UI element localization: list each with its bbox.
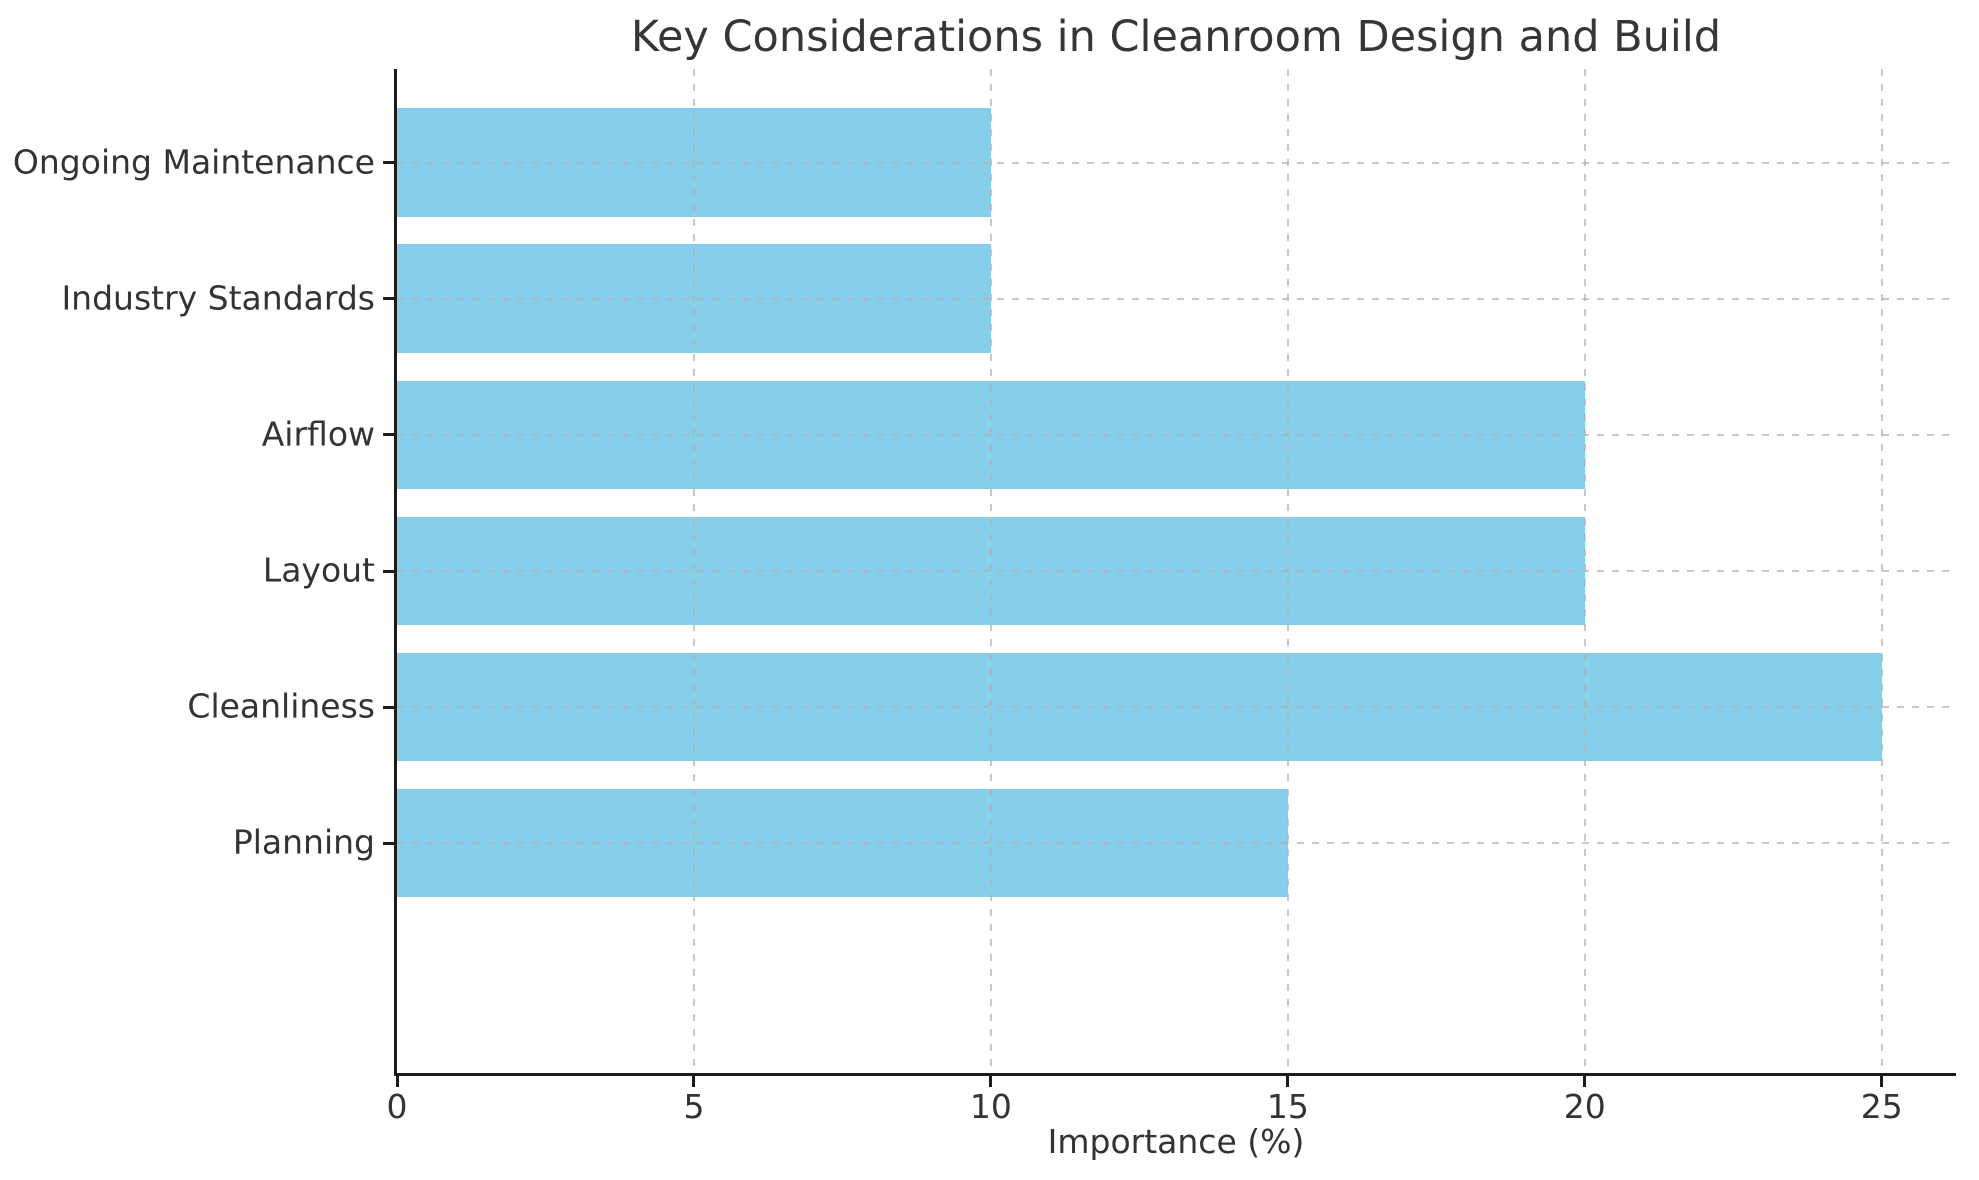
- x-tick-mark: [989, 1076, 993, 1087]
- gridline-vertical: [692, 69, 695, 1073]
- gridline-vertical: [989, 69, 992, 1073]
- y-tick-mark: [383, 433, 394, 437]
- category-label: Airflow: [261, 414, 375, 454]
- y-tick-mark: [383, 705, 394, 709]
- category-label: Planning: [232, 822, 375, 862]
- gridline-vertical: [1880, 69, 1883, 1073]
- y-tick-mark: [383, 841, 394, 845]
- x-tick-mark: [1583, 1076, 1587, 1087]
- gridline-horizontal: [397, 706, 1956, 709]
- y-tick-mark: [383, 297, 394, 301]
- x-tick-mark: [1286, 1076, 1290, 1087]
- chart-title: Key Considerations in Cleanroom Design a…: [630, 12, 1722, 62]
- gridline-horizontal: [397, 433, 1956, 436]
- x-tick-mark: [1880, 1076, 1884, 1087]
- x-tick-label: 0: [386, 1087, 408, 1126]
- gridline-horizontal: [397, 570, 1956, 572]
- y-tick-mark: [383, 161, 394, 165]
- y-axis-spine: [394, 69, 397, 1076]
- category-label: Ongoing Maintenance: [12, 142, 375, 182]
- x-tick-label: 25: [1860, 1087, 1903, 1126]
- x-axis-spine: [394, 1073, 1956, 1076]
- x-tick-label: 20: [1563, 1087, 1606, 1126]
- gridline-horizontal: [397, 842, 1956, 845]
- gridline-vertical: [1286, 69, 1289, 1073]
- x-tick-label: 5: [683, 1087, 705, 1126]
- x-tick-label: 10: [969, 1087, 1012, 1126]
- gridline-horizontal: [397, 161, 1956, 164]
- gridline-horizontal: [397, 297, 1956, 300]
- category-label: Industry Standards: [61, 278, 375, 318]
- x-axis-label: Importance (%): [1047, 1122, 1305, 1161]
- y-tick-mark: [383, 569, 394, 573]
- category-label: Layout: [262, 550, 375, 590]
- x-tick-mark: [395, 1076, 399, 1087]
- x-tick-mark: [692, 1076, 696, 1087]
- gridline-vertical: [1583, 69, 1586, 1073]
- x-tick-label: 15: [1266, 1087, 1309, 1126]
- category-label: Cleanliness: [187, 686, 375, 726]
